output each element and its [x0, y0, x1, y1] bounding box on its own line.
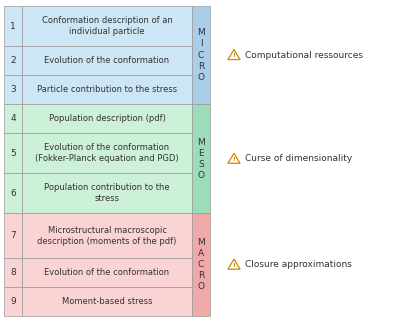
- Text: Curse of dimensionality: Curse of dimensionality: [245, 154, 352, 163]
- Bar: [22, 104, 192, 133]
- Bar: [22, 173, 192, 214]
- Bar: [4, 75, 22, 104]
- Bar: [22, 287, 192, 316]
- Bar: [4, 104, 22, 133]
- Bar: [22, 258, 192, 287]
- Text: Population description (pdf): Population description (pdf): [49, 114, 165, 123]
- Text: Moment-based stress: Moment-based stress: [62, 297, 152, 306]
- Bar: [22, 75, 192, 104]
- Bar: [4, 173, 22, 214]
- Bar: [22, 214, 192, 258]
- Text: 3: 3: [10, 85, 16, 94]
- Text: Particle contribution to the stress: Particle contribution to the stress: [37, 85, 177, 94]
- Text: Population contribution to the
stress: Population contribution to the stress: [44, 183, 170, 203]
- Text: M
E
S
O: M E S O: [197, 138, 205, 180]
- Text: Evolution of the conformation: Evolution of the conformation: [44, 56, 170, 65]
- Text: !: !: [233, 53, 235, 58]
- Bar: [4, 46, 22, 75]
- Text: Computational ressources: Computational ressources: [245, 51, 363, 59]
- Bar: [192, 104, 210, 214]
- Text: 5: 5: [10, 149, 16, 158]
- Bar: [4, 214, 22, 258]
- Text: 8: 8: [10, 268, 16, 277]
- Bar: [22, 133, 192, 173]
- Text: 6: 6: [10, 189, 16, 198]
- Text: 2: 2: [10, 56, 16, 65]
- Text: M
A
C
R
O: M A C R O: [197, 238, 205, 291]
- Bar: [22, 6, 192, 46]
- Polygon shape: [228, 49, 240, 59]
- Bar: [22, 46, 192, 75]
- Text: 9: 9: [10, 297, 16, 306]
- Text: !: !: [233, 157, 235, 162]
- Bar: [4, 287, 22, 316]
- Text: Evolution of the conformation: Evolution of the conformation: [44, 268, 170, 277]
- Text: Closure approximations: Closure approximations: [245, 260, 352, 269]
- Text: 7: 7: [10, 231, 16, 240]
- Polygon shape: [228, 259, 240, 269]
- Bar: [4, 258, 22, 287]
- Text: 4: 4: [10, 114, 16, 123]
- Bar: [192, 6, 210, 104]
- Text: Evolution of the conformation
(Fokker-Planck equation and PGD): Evolution of the conformation (Fokker-Pl…: [35, 143, 179, 163]
- Text: 1: 1: [10, 22, 16, 31]
- Bar: [4, 6, 22, 46]
- Bar: [4, 133, 22, 173]
- Text: M
I
C
R
O: M I C R O: [197, 28, 205, 82]
- Polygon shape: [228, 153, 240, 163]
- Text: Microstructural macroscopic
description (moments of the pdf): Microstructural macroscopic description …: [37, 226, 177, 246]
- Text: Conformation description of an
individual particle: Conformation description of an individua…: [42, 16, 172, 36]
- Text: !: !: [233, 263, 235, 268]
- Bar: [192, 214, 210, 316]
